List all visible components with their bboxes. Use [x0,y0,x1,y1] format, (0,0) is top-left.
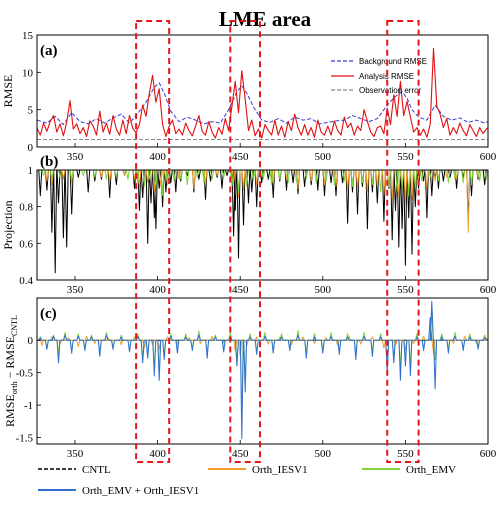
y-tick-label: 0 [28,335,34,347]
figure-title: LME area [219,7,312,31]
y-tick-label: 5 [28,105,34,117]
y-tick-label: 1 [28,165,34,177]
series-line-orth-emv [37,310,488,419]
panel-a: 350 400 450 500 550 600 0 5 10 15 (a) RMSE Backgr… [1,30,497,163]
highlight-window [135,20,171,463]
series-line-background-rmse [37,82,488,126]
bottom-legend: CNTL Orth_IESV1 Orth_EMV Orth_EMV + Orth… [38,464,456,497]
legend-analysis-rmse: Analysis RMSE [359,72,414,81]
series-line-orth-emv [37,170,488,197]
legend-orth-iesv1: Orth_IESV1 [252,464,308,476]
ylabel-rmse: RMSE [3,394,17,427]
y-tick-label: 0.8 [19,202,33,214]
panel-b-ylabel: Projection [1,200,15,249]
x-tick-label: 600 [480,284,497,296]
y-tick-label: -0.5 [16,368,34,380]
y-tick-label: 0.4 [19,275,33,287]
x-tick-label: 450 [232,151,249,163]
x-tick-label: 500 [315,284,332,296]
x-tick-label: 450 [232,448,249,460]
panel-c: 350 400 450 500 550 600 -1.5 -1 -0.5 0 (c) RMSEor… [3,297,497,460]
panel-b: 350 400 450 500 550 600 0.4 0.6 0.8 1 (b) Project… [1,154,497,296]
panel-c-frame [36,297,489,445]
highlight-window [386,20,420,463]
panel-a-label: (a) [40,43,58,59]
panel-b-label: (b) [40,154,58,170]
legend-observation-error: Observation error [359,86,422,95]
x-tick-label: 400 [149,151,166,163]
legend-background-rmse: Background RMSE [359,57,427,66]
panel-a-legend: Background RMSE Analysis RMSE Observatio… [331,57,427,95]
highlight-windows [135,20,420,463]
x-tick-label: 600 [480,448,497,460]
x-tick-label: 550 [397,448,414,460]
y-tick-label: 10 [22,67,34,79]
x-tick-label: 500 [315,151,332,163]
y-tick-label: -1 [24,400,33,412]
y-tick-label: 0 [28,142,34,154]
series-line-orth-emv-orth-iesv1 [37,300,488,440]
ylabel-sub-cntl: CNTL [10,315,19,336]
series-line-cntl [37,170,488,274]
y-tick-label: 0.6 [19,238,33,250]
legend-orth-emv: Orth_EMV [406,464,456,476]
panel-a-frame [36,34,489,148]
panel-a-ylabel: RMSE [1,75,15,108]
x-tick-label: 600 [480,151,497,163]
panel-c-label: (c) [40,306,57,322]
x-tick-label: 550 [397,284,414,296]
highlight-window [229,20,262,463]
series-line-orth-iesv1 [37,170,488,233]
legend-orth-emv-plus-iesv1: Orth_EMV + Orth_IESV1 [82,485,199,497]
x-tick-label: 450 [232,284,249,296]
legend-cntl: CNTL [82,464,111,476]
series-line-orth-iesv1 [37,304,488,357]
x-tick-label: 350 [67,151,84,163]
y-tick-label: 15 [22,30,34,42]
y-tick-label: -1.5 [16,433,34,445]
x-tick-label: 350 [67,448,84,460]
x-tick-label: 500 [315,448,332,460]
ylabel-sub-orth: orth [10,381,19,394]
x-tick-label: 550 [397,151,414,163]
ylabel-minus-rmse: − RMSE [3,336,17,381]
x-tick-label: 400 [149,284,166,296]
x-tick-label: 400 [149,448,166,460]
panel-b-frame [36,169,489,281]
x-tick-label: 350 [67,284,84,296]
panel-c-ylabel: RMSEorth − RMSECNTL [3,315,19,427]
series-line-analysis-rmse [37,47,488,139]
